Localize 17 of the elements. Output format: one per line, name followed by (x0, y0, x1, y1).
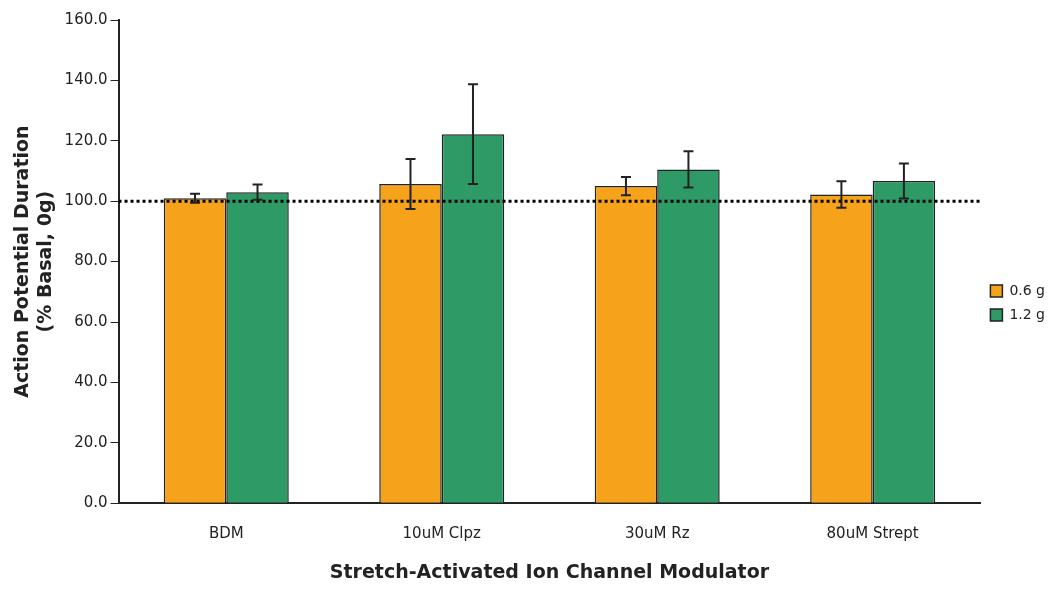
y-tick-label: 140.0 (64, 70, 108, 89)
y-tick-label: 60.0 (74, 311, 108, 330)
y-tick-label: 20.0 (74, 432, 108, 451)
x-tick-label: 30uM Rz (624, 524, 690, 543)
y-tick-label: 40.0 (74, 372, 108, 391)
legend-label: 1.2 g (1009, 305, 1046, 322)
y-tick-label: 120.0 (64, 130, 108, 149)
x-tick-label: BDM (208, 524, 244, 543)
x-tick-label: 10uM Clpz (402, 524, 482, 543)
x-tick-label: 80uM Strept (826, 524, 919, 543)
legend-label: 0.6 g (1009, 281, 1046, 298)
y-axis-title: Action Potential Duration (% Basal, 0g) (10, 125, 56, 398)
y-tick-label: 0.0 (83, 493, 108, 512)
y-tick-label: 100.0 (64, 191, 108, 210)
y-tick-label: 160.0 (64, 9, 108, 28)
x-axis-title: Stretch-Activated Ion Channel Modulator (329, 559, 770, 582)
y-tick-label: 80.0 (74, 251, 108, 270)
